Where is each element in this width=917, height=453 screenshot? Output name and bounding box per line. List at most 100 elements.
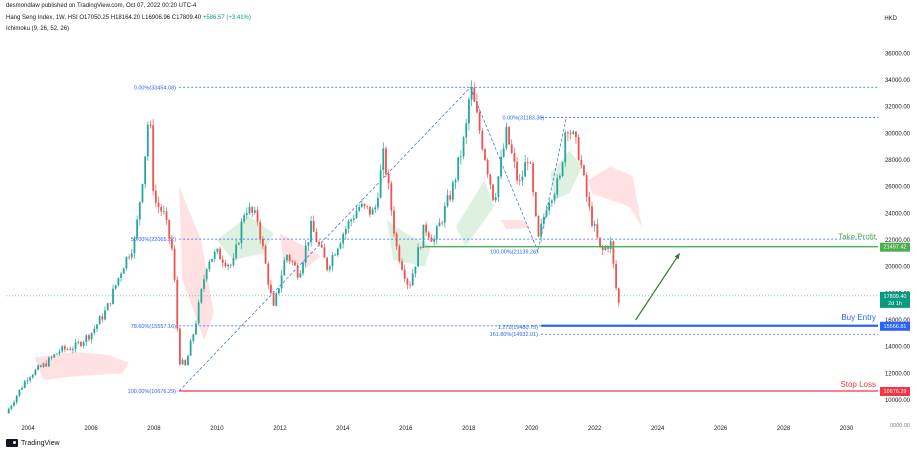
candle-down: [489, 174, 492, 185]
candle-up: [213, 251, 216, 259]
candle-down: [160, 207, 163, 212]
y-tick-label: 22000.00: [885, 238, 911, 244]
y-tick-label: 14000.00: [885, 345, 911, 351]
candle-up: [331, 254, 334, 267]
cloud-region: [34, 352, 129, 380]
candle-down: [259, 221, 262, 239]
candle-up: [162, 211, 165, 213]
tradingview-brand[interactable]: TradingView: [6, 439, 60, 447]
candle-down: [569, 133, 572, 135]
buy-entry-label: Buy Entry: [841, 313, 876, 322]
y-tick-label: 20000.00: [885, 265, 911, 271]
take-profit-price-tag-text: 21497.42: [884, 245, 907, 251]
candle-up: [336, 248, 339, 255]
candle-up: [572, 131, 575, 134]
candle-down: [272, 293, 275, 306]
buy-entry-price-tag-text: 15566.81: [884, 324, 907, 330]
candle-up: [438, 222, 441, 227]
candle-down: [403, 269, 406, 279]
candle-down: [529, 162, 532, 164]
x-tick-label: 2024: [651, 426, 665, 432]
candle-up: [299, 273, 302, 278]
candle-up: [465, 123, 468, 138]
candle-up: [374, 207, 377, 210]
candle-up: [550, 200, 553, 203]
candle-up: [433, 239, 436, 242]
candle-up: [360, 203, 363, 207]
candle-down: [591, 206, 593, 226]
candle-up: [37, 365, 40, 370]
candle-down: [366, 205, 369, 207]
fib-label: 1.272(19480.75): [498, 325, 539, 331]
candle-up: [23, 381, 26, 388]
candle-down: [224, 262, 227, 267]
candle-up: [31, 375, 34, 378]
y-tick-label: 16000.00: [885, 318, 911, 324]
candle-up: [7, 408, 10, 414]
candle-down: [473, 87, 476, 102]
candle-up: [253, 210, 256, 213]
candle-up: [208, 261, 211, 270]
indicator-label[interactable]: Ichimoku (9, 26, 52, 26): [6, 26, 70, 32]
candle-up: [304, 245, 307, 263]
candle-up: [280, 275, 283, 289]
candle-down: [599, 237, 601, 247]
x-tick-label: 2010: [210, 426, 224, 432]
candle-up: [468, 99, 470, 124]
buy-entry-price-tag[interactable]: [880, 321, 910, 331]
candle-up: [77, 342, 80, 343]
y-tick-label: 36000.00: [885, 51, 911, 57]
candle-up: [114, 285, 117, 289]
ohlc-values: O17050.25 H18164.20 L16906.96 C17809.40: [79, 15, 202, 21]
candle-up: [47, 357, 50, 367]
candle-up: [98, 316, 101, 325]
symbol-label[interactable]: Hang Seng Index, 1W, HSI: [6, 15, 78, 21]
candle-down: [580, 159, 583, 166]
candle-up: [136, 219, 139, 239]
candle-down: [221, 259, 224, 263]
candle-down: [607, 246, 609, 250]
candle-up: [122, 268, 125, 274]
candle-up: [339, 243, 342, 249]
stop-loss-price-tag[interactable]: [880, 386, 910, 396]
candle-down: [270, 284, 272, 294]
candle-up: [379, 170, 382, 198]
candle-down: [363, 203, 366, 206]
candle-up: [561, 162, 564, 177]
candle-down: [508, 126, 510, 145]
candle-up: [205, 269, 208, 280]
candle-down: [537, 215, 540, 237]
candle-up: [53, 354, 56, 358]
candle-down: [510, 144, 513, 154]
candle-up: [355, 210, 358, 219]
candle-down: [80, 342, 82, 346]
current-price-tag-text: 17809.40: [884, 294, 907, 300]
ichimoku-cloud: [34, 150, 642, 380]
candle-down: [401, 261, 403, 270]
candle-down: [615, 263, 617, 289]
candle-up: [278, 288, 280, 294]
candle-down: [229, 264, 232, 266]
candle-up: [227, 264, 229, 267]
candle-up: [237, 242, 240, 245]
y-tick-label: 26000.00: [885, 185, 911, 191]
arrow-head-icon: [674, 253, 680, 260]
candle-up: [352, 218, 355, 220]
y-tick-label: 32000.00: [885, 105, 911, 111]
candle-down: [88, 335, 90, 340]
candle-up: [454, 180, 457, 183]
candle-down: [617, 288, 620, 303]
candle-up: [34, 369, 37, 376]
take-profit-price-tag[interactable]: [880, 242, 910, 252]
candle-up: [133, 238, 136, 254]
candle-down: [173, 248, 176, 280]
fib-trend-line: [178, 87, 471, 392]
candle-down: [369, 206, 371, 215]
y-tick-label: 28000.00: [885, 158, 911, 164]
x-tick-label: 2022: [588, 426, 602, 432]
candle-down: [409, 284, 411, 286]
current-price-tag[interactable]: [880, 291, 910, 308]
candle-up: [443, 206, 446, 223]
tradingview-logo-icon: [6, 439, 18, 447]
